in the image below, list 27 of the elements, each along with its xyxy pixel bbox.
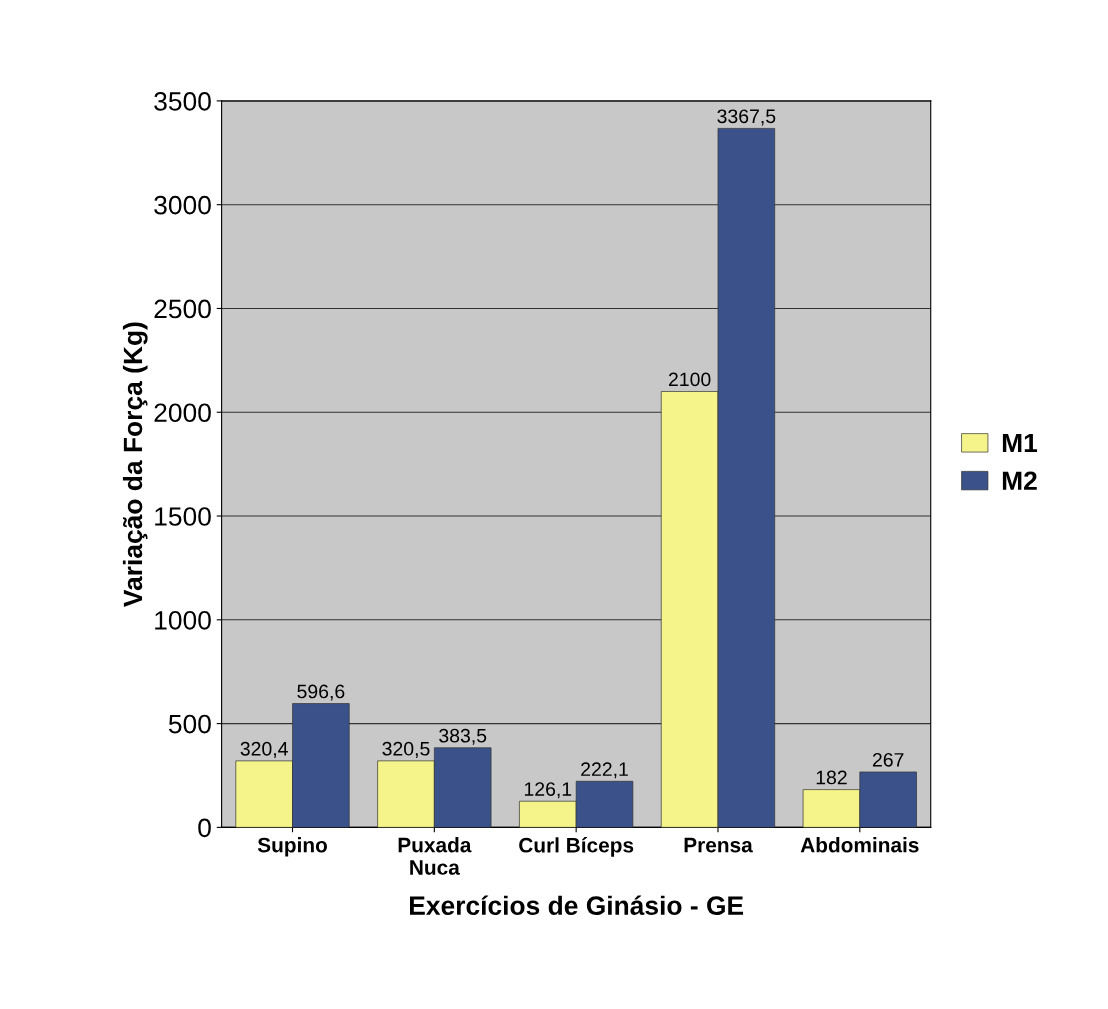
- legend-label: M1: [1002, 433, 1038, 453]
- x-tick-label: Prensa: [684, 837, 753, 853]
- data-label: 222,1: [581, 762, 628, 779]
- x-tick-label: Puxada Nuca: [398, 837, 472, 875]
- y-tick-label: 2000: [154, 403, 211, 423]
- x-axis-title: Exercícios de Ginásio - GE: [410, 895, 744, 916]
- data-label: 267: [872, 752, 904, 767]
- legend-label: M2: [1002, 471, 1037, 490]
- x-tick-label: Curl Bíceps: [519, 837, 634, 857]
- data-label: 596,6: [297, 684, 345, 701]
- x-tick-label: Supino: [257, 837, 327, 857]
- data-label: 320,4: [240, 741, 288, 758]
- y-tick-label: 500: [168, 714, 211, 734]
- y-tick-label: 0: [198, 818, 211, 838]
- y-tick-label: 3000: [154, 195, 211, 215]
- y-tick-label: 1500: [155, 507, 211, 526]
- data-label: 182: [816, 770, 847, 785]
- y-tick-label: 2500: [154, 299, 211, 319]
- data-label: 320,5: [382, 741, 430, 758]
- y-axis-title: Variação da Força (Kg): [122, 322, 148, 607]
- data-label: 2100: [668, 372, 711, 387]
- x-tick-label: Abdominais: [800, 837, 919, 853]
- data-label: 126,1: [524, 782, 572, 799]
- data-label: 383,5: [439, 728, 487, 745]
- y-tick-label: 3500: [154, 92, 211, 111]
- y-tick-label: 1000: [155, 610, 211, 630]
- data-label: 3367,5: [717, 109, 776, 126]
